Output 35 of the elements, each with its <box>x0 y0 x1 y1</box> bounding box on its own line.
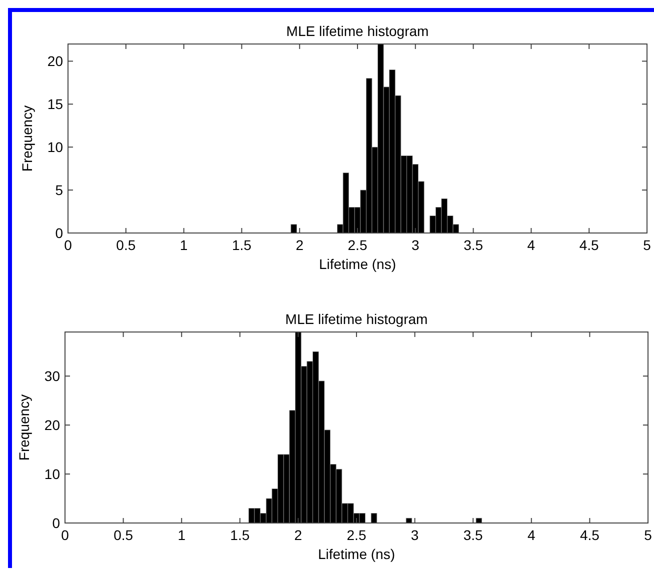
x-tick-label: 1.5 <box>232 237 252 253</box>
y-tick-label: 5 <box>55 182 64 198</box>
y-tick-label: 0 <box>55 225 64 241</box>
x-tick-label: 1 <box>178 527 186 543</box>
x-tick-label: 2 <box>294 527 302 543</box>
x-tick-label: 0.5 <box>114 527 134 543</box>
x-tick-label: 3.5 <box>463 527 484 543</box>
y-tick-label: 10 <box>44 466 60 482</box>
y-tick-label: 30 <box>44 368 60 384</box>
y-axis-title: Frequency <box>19 105 35 172</box>
x-tick-label: 4 <box>527 237 536 253</box>
x-tick-label: 2.5 <box>346 527 366 543</box>
x-tick-label: 3 <box>412 237 420 253</box>
x-tick-label: 2 <box>296 237 304 253</box>
x-tick-label: 3 <box>410 527 419 543</box>
y-tick-label: 0 <box>52 515 60 531</box>
y-axis-title: Frequency <box>16 394 32 461</box>
chart-title: MLE lifetime histogram <box>286 23 429 39</box>
x-tick-label: 2.5 <box>348 237 368 253</box>
x-tick-label: 5 <box>643 237 652 253</box>
x-tick-label: 4 <box>528 527 536 543</box>
x-tick-label: 4.5 <box>580 527 600 543</box>
y-tick-label: 10 <box>47 139 64 156</box>
y-tick-label: 20 <box>47 53 64 70</box>
x-tick-label: 5 <box>644 527 652 543</box>
y-tick-label: 15 <box>47 96 64 112</box>
y-tick-label: 20 <box>44 417 60 434</box>
x-tick-label: 3.5 <box>464 237 484 253</box>
chart-title: MLE lifetime histogram <box>285 311 428 327</box>
x-tick-label: 1.5 <box>230 527 250 543</box>
x-axis-title: Lifetime (ns) <box>318 256 396 272</box>
x-tick-label: 1 <box>180 237 188 253</box>
x-axis-title: Lifetime (ns) <box>318 546 396 562</box>
x-tick-label: 4.5 <box>579 237 600 253</box>
x-tick-label: 0.5 <box>116 237 136 253</box>
